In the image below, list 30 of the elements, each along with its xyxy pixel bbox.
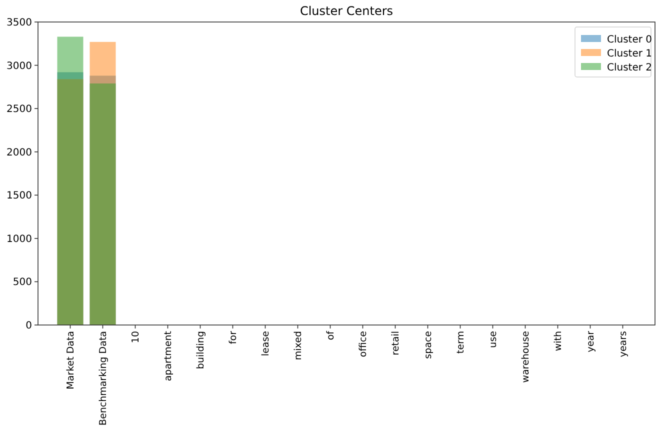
y-tick-label: 1500: [6, 190, 32, 202]
x-tick-label: space: [423, 330, 434, 359]
x-tick-label: office: [358, 330, 370, 358]
x-tick-label: warehouse: [520, 330, 532, 383]
y-tick-label: 2500: [6, 104, 32, 116]
x-tick-label: term: [456, 331, 467, 354]
x-tick-label: year: [586, 330, 597, 352]
x-tick-label: building: [196, 331, 207, 370]
x-tick-label: for: [228, 330, 240, 344]
x-tick-label: years: [618, 330, 630, 358]
y-tick-label: 2000: [6, 147, 32, 158]
legend-label: Cluster 1: [607, 48, 652, 60]
chart-title: Cluster Centers: [300, 4, 394, 18]
x-tick-label: retail: [390, 331, 402, 356]
x-tick-label: mixed: [293, 331, 304, 360]
x-tick-label: with: [553, 331, 564, 352]
y-tick-label: 3500: [6, 18, 32, 28]
x-tick-label: apartment: [163, 330, 174, 382]
y-tick-label: 0: [26, 320, 32, 332]
legend-label: Cluster 0: [607, 34, 652, 46]
y-tick-label: 3000: [6, 60, 32, 72]
x-tick-label: lease: [260, 330, 272, 356]
x-tick-label: of: [326, 330, 337, 340]
x-tick-label: Benchmarking Data: [98, 331, 110, 426]
y-tick-label: 1000: [6, 234, 32, 245]
x-tick-label: 10: [130, 331, 142, 344]
legend-label: Cluster 2: [607, 62, 652, 74]
y-tick-label: 500: [12, 277, 32, 288]
x-tick-label: use: [488, 330, 500, 348]
x-tick-label: Market Data: [66, 331, 77, 390]
